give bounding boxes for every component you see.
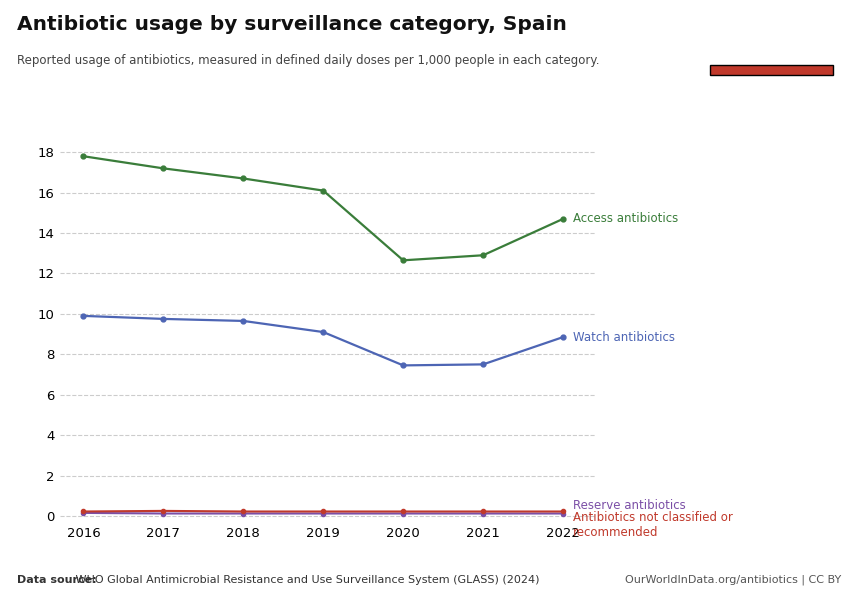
Text: Reserve antibiotics: Reserve antibiotics	[573, 499, 685, 512]
Text: WHO Global Antimicrobial Resistance and Use Surveillance System (GLASS) (2024): WHO Global Antimicrobial Resistance and …	[72, 575, 540, 585]
Text: Antibiotics not classified or
recommended: Antibiotics not classified or recommende…	[573, 511, 733, 539]
FancyBboxPatch shape	[710, 65, 833, 75]
Text: in Data: in Data	[749, 46, 794, 56]
Text: Watch antibiotics: Watch antibiotics	[573, 331, 675, 344]
Text: Our World: Our World	[740, 29, 803, 39]
Text: OurWorldInData.org/antibiotics | CC BY: OurWorldInData.org/antibiotics | CC BY	[626, 575, 842, 585]
Text: Reported usage of antibiotics, measured in defined daily doses per 1,000 people : Reported usage of antibiotics, measured …	[17, 54, 599, 67]
Text: Access antibiotics: Access antibiotics	[573, 212, 677, 226]
Text: Antibiotic usage by surveillance category, Spain: Antibiotic usage by surveillance categor…	[17, 15, 567, 34]
Text: Data source:: Data source:	[17, 575, 97, 585]
